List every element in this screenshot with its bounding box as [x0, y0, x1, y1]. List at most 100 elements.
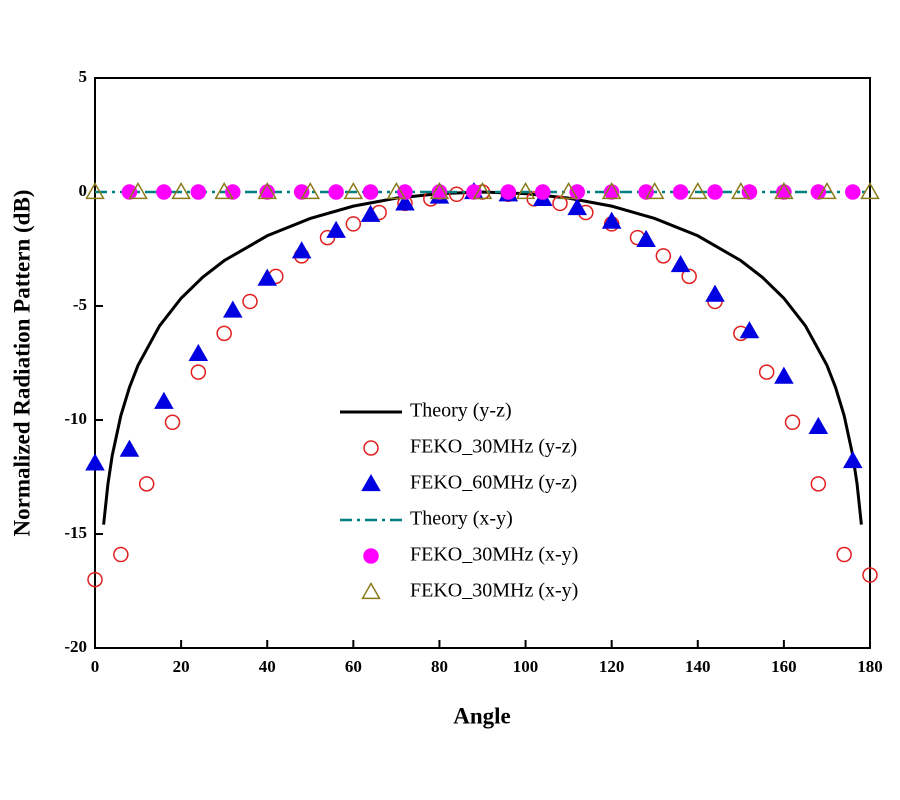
marker [363, 440, 379, 456]
marker [817, 181, 837, 200]
marker [567, 197, 588, 216]
marker [328, 184, 344, 200]
marker [466, 184, 482, 200]
marker [362, 184, 379, 200]
marker [257, 268, 278, 286]
marker [472, 181, 493, 200]
plot-frame [94, 77, 871, 649]
legend-label: Theory (x-y) [410, 508, 513, 530]
marker [774, 181, 794, 200]
marker [190, 184, 207, 200]
marker [515, 181, 536, 200]
x-tick-label: 100 [513, 657, 539, 676]
marker [386, 181, 407, 200]
x-tick-label: 80 [431, 657, 448, 676]
legend: Theory (y-z) FEKO_30MHz (y-z) FEKO_60MHz (… [340, 400, 578, 602]
marker [395, 193, 415, 211]
x-tick-label: 0 [91, 657, 100, 676]
marker [655, 248, 672, 264]
marker [188, 343, 209, 362]
x-tick-label: 180 [857, 657, 883, 676]
marker [638, 184, 654, 200]
marker [601, 181, 622, 200]
marker [705, 284, 725, 302]
x-axis-label: Angle [453, 703, 511, 728]
marker [119, 439, 140, 457]
marker [569, 184, 585, 200]
marker [216, 325, 232, 342]
marker [808, 416, 829, 434]
marker [784, 414, 801, 431]
marker [842, 451, 863, 469]
x-tick-label: 160 [771, 657, 797, 676]
marker [85, 181, 105, 200]
marker [361, 473, 381, 492]
marker [121, 184, 138, 200]
y-tick-label: -5 [73, 295, 87, 314]
marker [345, 216, 362, 232]
y-tick-label: 0 [79, 181, 88, 200]
marker [535, 184, 551, 200]
marker [128, 181, 148, 200]
marker [154, 391, 174, 409]
marker [164, 414, 181, 431]
marker [257, 181, 278, 200]
y-tick-label: 5 [79, 67, 88, 86]
marker [741, 184, 758, 200]
marker [429, 181, 450, 200]
marker [810, 476, 827, 492]
marker [644, 181, 665, 200]
marker [360, 204, 381, 222]
marker [758, 364, 775, 380]
marker [113, 546, 129, 563]
marker [739, 321, 760, 339]
legend-label: Theory (y-z) [410, 400, 512, 422]
marker [810, 184, 827, 200]
y-tick-label: -20 [64, 637, 87, 656]
y-tick-label: -15 [64, 523, 87, 542]
marker [774, 366, 794, 384]
y-axis-label: Normalized Radiation Pattern (dB) [9, 190, 34, 537]
marker [190, 364, 207, 380]
marker [707, 184, 723, 200]
x-tick-label: 20 [173, 657, 190, 676]
legend-label: FEKO_30MHz (y-z) [410, 436, 577, 458]
marker [672, 184, 689, 200]
marker [87, 571, 103, 588]
x-tick-label: 60 [345, 657, 362, 676]
marker [558, 181, 579, 200]
marker [552, 195, 568, 212]
marker [361, 581, 381, 600]
marker [681, 268, 697, 285]
y-tick-label: -10 [64, 409, 87, 428]
x-tick-label: 40 [259, 657, 276, 676]
legend-label: FEKO_30MHz (x-y) [410, 580, 578, 602]
legend-label: FEKO_60MHz (y-z) [410, 472, 577, 494]
marker [343, 181, 364, 200]
marker [601, 211, 622, 229]
marker [500, 184, 517, 200]
marker [845, 184, 861, 200]
x-tick-label: 140 [685, 657, 711, 676]
marker [242, 293, 258, 310]
marker [397, 184, 413, 200]
marker [291, 241, 312, 259]
marker [138, 476, 155, 492]
marker [171, 181, 191, 200]
marker [670, 254, 691, 273]
marker [687, 181, 708, 200]
legend-label: FEKO_30MHz (x-y) [410, 544, 578, 566]
marker [862, 567, 878, 583]
series-line [102, 190, 863, 525]
marker [300, 181, 321, 200]
x-tick-label: 120 [599, 657, 625, 676]
marker [731, 181, 751, 200]
marker [225, 184, 241, 200]
marker [156, 184, 172, 200]
marker [836, 546, 852, 563]
marker [860, 181, 880, 200]
marker [326, 220, 346, 238]
marker [293, 184, 310, 200]
